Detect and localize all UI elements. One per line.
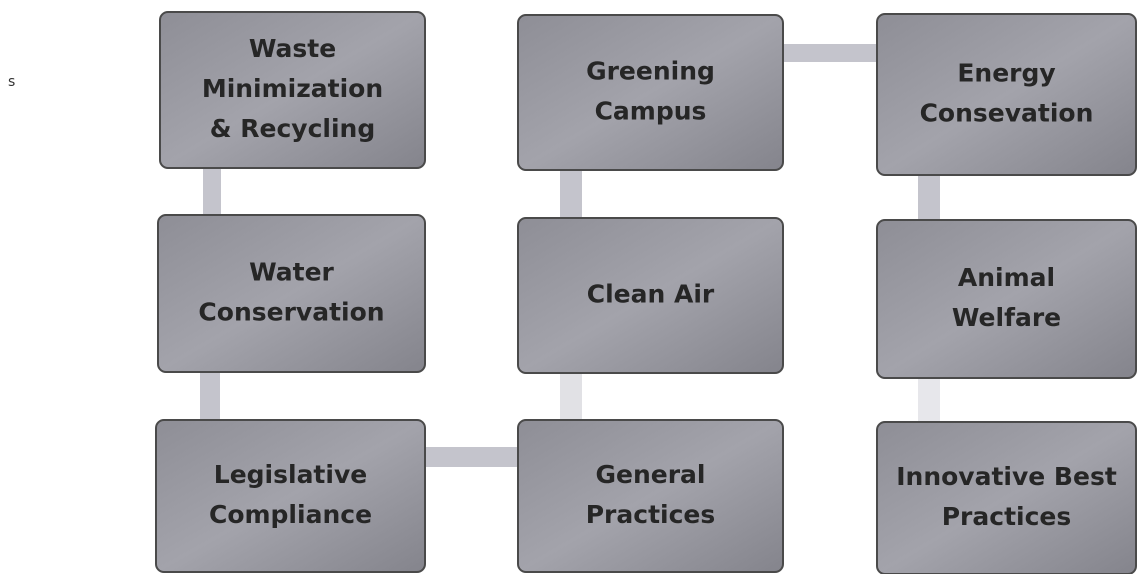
node-label: Practices (942, 502, 1072, 531)
node-group: Waste Minimization & Recycling Greening Camp… (155, 11, 1137, 574)
node-label: Energy (957, 59, 1055, 88)
node-label: Minimization (202, 74, 383, 103)
node-label: Waste (249, 34, 336, 63)
node-label: Compliance (209, 500, 372, 529)
node-label: Practices (586, 500, 716, 529)
node-box (876, 219, 1137, 379)
node-label: Campus (595, 97, 707, 126)
node-label: Clean Air (587, 280, 715, 309)
connector (560, 170, 582, 218)
node-label: Conservation (198, 298, 384, 327)
connector (783, 44, 877, 62)
stray-text: s (8, 74, 15, 90)
node-box (159, 11, 426, 169)
node-box (876, 13, 1137, 176)
node-label: Welfare (952, 303, 1061, 332)
node-label: Animal (958, 263, 1055, 292)
connector (560, 373, 582, 420)
node-box (517, 217, 784, 374)
connector (918, 175, 940, 220)
node-label: Greening (586, 57, 715, 86)
node-box (155, 419, 426, 573)
connector (918, 378, 940, 422)
node-box (876, 421, 1137, 574)
node-label: & Recycling (210, 114, 375, 143)
node-box (517, 419, 784, 573)
node-box (157, 214, 426, 373)
connector (203, 168, 221, 216)
connector (200, 372, 220, 420)
node-box (517, 14, 784, 171)
node-label: Consevation (920, 99, 1094, 128)
connector (425, 447, 518, 467)
node-label: General (596, 460, 706, 489)
node-label: Innovative Best (896, 462, 1117, 491)
node-label: Legislative (214, 460, 367, 489)
node-label: Water (249, 258, 334, 287)
